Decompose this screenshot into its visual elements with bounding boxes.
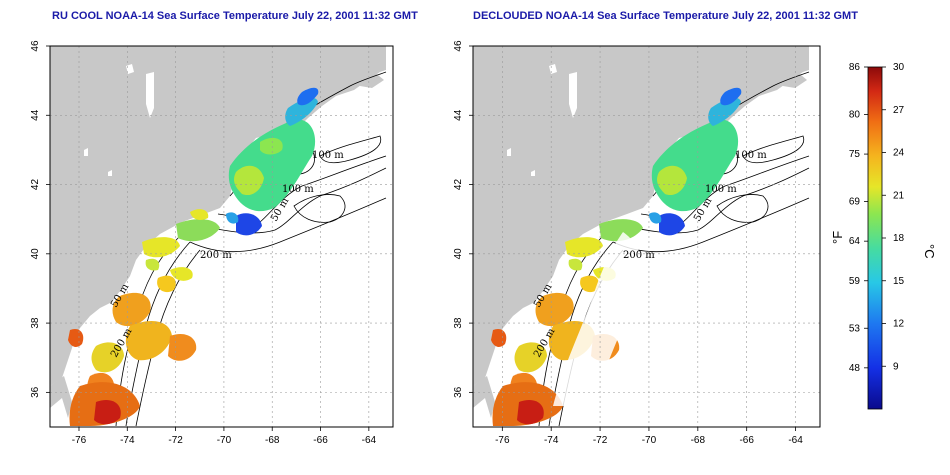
- left-map-content: [50, 46, 393, 427]
- celsius-tick-label: 18: [893, 233, 905, 244]
- right-map-content: [473, 46, 820, 427]
- left-map-title: RU COOL NOAA-14 Sea Surface Temperature …: [52, 10, 418, 22]
- fahrenheit-tick-label: 75: [849, 149, 861, 160]
- contour-label: 100 m: [705, 184, 737, 195]
- contour-label: 100 m: [735, 150, 767, 161]
- fahrenheit-tick-label: 48: [849, 363, 861, 374]
- y-tick-label: 40: [453, 248, 464, 260]
- x-tick-label: -70: [642, 435, 657, 446]
- fahrenheit-tick-label: 64: [849, 236, 861, 247]
- x-tick-label: -72: [168, 435, 183, 446]
- fahrenheit-tick-label: 69: [849, 197, 861, 208]
- contour-label: 100 m: [282, 184, 314, 195]
- x-tick-label: -66: [313, 435, 328, 446]
- celsius-tick-label: 12: [893, 319, 905, 330]
- x-tick-label: -64: [788, 435, 803, 446]
- y-tick-label: 38: [30, 317, 41, 329]
- y-tick-label: 40: [30, 248, 41, 260]
- y-tick-label: 44: [453, 109, 464, 121]
- temperature-colorbar: 86 80 75 69 64 59 53 48 30 27 24 21 18 15 12 9 °F °C: [830, 62, 937, 410]
- y-tick-label: 36: [453, 386, 464, 398]
- right-map-title: DECLOUDED NOAA-14 Sea Surface Temperatur…: [473, 10, 858, 22]
- celsius-tick-label: 30: [893, 62, 905, 73]
- fahrenheit-tick-label: 80: [849, 110, 861, 121]
- celsius-tick-label: 27: [893, 105, 905, 116]
- celsius-tick-label: 21: [893, 190, 905, 201]
- x-tick-label: -76: [495, 435, 510, 446]
- x-tick-label: -74: [120, 435, 135, 446]
- fahrenheit-label: °F: [830, 231, 845, 244]
- contour-label: 200 m: [200, 250, 232, 261]
- fahrenheit-tick-label: 53: [849, 323, 861, 334]
- y-tick-label: 46: [30, 40, 41, 52]
- y-tick-label: 44: [30, 109, 41, 121]
- celsius-label: °C: [922, 244, 937, 259]
- y-tick-label: 46: [453, 40, 464, 52]
- x-tick-label: -76: [72, 435, 87, 446]
- celsius-tick-label: 15: [893, 276, 905, 287]
- colorbar-gradient: [867, 66, 883, 410]
- x-tick-label: -64: [362, 435, 377, 446]
- celsius-tick-label: 24: [893, 148, 905, 159]
- fahrenheit-tick-label: 86: [849, 62, 861, 73]
- x-tick-label: -68: [265, 435, 280, 446]
- y-tick-label: 36: [30, 386, 41, 398]
- x-tick-label: -74: [544, 435, 559, 446]
- right-map-panel: -76 -74 -72 -70 -68 -66 -64 36 38 40 42 44 46 100 m 1…: [453, 40, 821, 446]
- y-tick-label: 38: [453, 317, 464, 329]
- celsius-tick-label: 9: [893, 361, 899, 372]
- fahrenheit-tick-label: 59: [849, 276, 861, 287]
- x-tick-label: -72: [593, 435, 608, 446]
- contour-label: 200 m: [623, 250, 655, 261]
- left-map-panel: -76 -74 -72 -70 -68 -66 -64 36 38 40 42 44 46 100 m 1…: [30, 40, 394, 446]
- x-tick-label: -68: [691, 435, 706, 446]
- y-tick-label: 42: [453, 179, 464, 191]
- x-tick-label: -66: [739, 435, 754, 446]
- y-tick-label: 42: [30, 179, 41, 191]
- x-tick-label: -70: [217, 435, 232, 446]
- contour-label: 100 m: [312, 150, 344, 161]
